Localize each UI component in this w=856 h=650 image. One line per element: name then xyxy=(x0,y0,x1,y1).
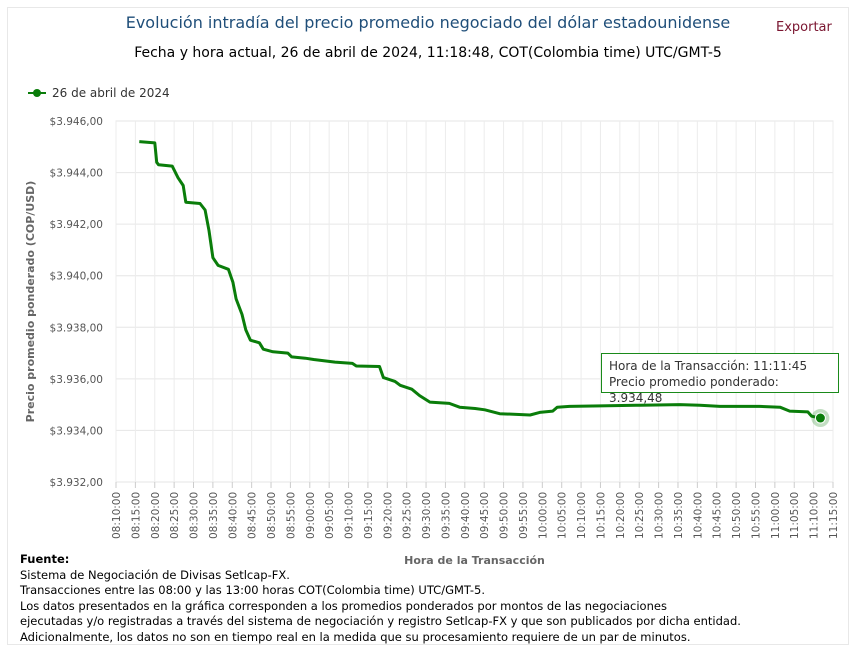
legend-item[interactable]: 26 de abril de 2024 xyxy=(28,86,170,100)
x-tick-label: 10:10:00 xyxy=(576,492,588,539)
chart-subtitle: Fecha y hora actual, 26 de abril de 2024… xyxy=(134,45,722,61)
x-tick-label: 10:45:00 xyxy=(712,492,724,539)
y-tick-label: $3.932,00 xyxy=(50,477,103,489)
y-tick-label: $3.934,00 xyxy=(50,425,103,437)
x-tick-label: 11:00:00 xyxy=(770,492,782,539)
x-tick-label: 09:25:00 xyxy=(402,492,414,539)
x-tick-label: 08:15:00 xyxy=(130,492,142,539)
x-tick-label: 09:50:00 xyxy=(499,492,511,539)
y-tick-label: $3.942,00 xyxy=(50,219,103,231)
footer-line: Transacciones entre las 08:00 y las 13:0… xyxy=(20,583,485,597)
x-tick-label: 09:20:00 xyxy=(382,492,394,539)
export-button[interactable]: Exportar xyxy=(776,20,832,35)
x-tick-label: 08:25:00 xyxy=(169,492,181,539)
x-tick-label: 08:45:00 xyxy=(247,492,259,539)
y-tick-label: $3.936,00 xyxy=(50,374,103,386)
plot-area xyxy=(115,120,834,483)
x-tick-label: 08:55:00 xyxy=(285,492,297,539)
tooltip-time: Hora de la Transacción: 11:11:45 xyxy=(609,359,808,373)
chart-title: Evolución intradía del precio promedio n… xyxy=(125,13,731,32)
footer-line: Adicionalmente, los datos no son en tiem… xyxy=(20,629,691,644)
x-tick-label: 09:35:00 xyxy=(440,492,452,539)
x-tick-label: 09:00:00 xyxy=(305,492,317,539)
x-tick-label: 10:35:00 xyxy=(673,492,685,539)
x-tick-label: 10:25:00 xyxy=(634,492,646,539)
series-line xyxy=(139,140,821,420)
footer-line: Los datos presentados en la gráfica corr… xyxy=(20,598,667,613)
data-point-marker xyxy=(814,412,826,424)
x-tick-label: 10:00:00 xyxy=(537,492,549,539)
x-tick-label: 10:05:00 xyxy=(557,492,569,539)
footer-line: ejecutadas y/o registradas a través del … xyxy=(20,614,741,628)
x-tick-label: 08:20:00 xyxy=(150,492,162,539)
x-tick-label: 08:10:00 xyxy=(111,492,123,539)
tooltip-price: Precio promedio ponderado: 3.934,48 xyxy=(609,375,779,405)
y-tick-label: $3.938,00 xyxy=(50,322,103,334)
y-tick-label: $3.940,00 xyxy=(50,271,103,283)
chart-frame xyxy=(7,7,849,645)
x-tick-label: 09:55:00 xyxy=(518,492,530,539)
footer-heading: Fuente: xyxy=(20,552,70,566)
y-tick-label: $3.944,00 xyxy=(50,168,103,180)
x-tick-label: 10:55:00 xyxy=(750,492,762,539)
x-tick-label: 11:05:00 xyxy=(789,492,801,539)
footer-line: Sistema de Negociación de Divisas Setlca… xyxy=(20,567,290,582)
x-tick-label: 08:35:00 xyxy=(208,492,220,539)
footer-source: Fuente: Sistema de Negociación de Divisa… xyxy=(20,552,741,645)
x-tick-label: 08:50:00 xyxy=(266,492,278,539)
y-axis-title: Precio promedio ponderado (COP/USD) xyxy=(24,181,37,423)
x-tick-label: 08:40:00 xyxy=(227,492,239,539)
x-tick-label: 10:40:00 xyxy=(692,492,704,539)
legend-marker-icon xyxy=(28,89,46,97)
x-tick-label: 10:30:00 xyxy=(654,492,666,539)
x-tick-label: 09:45:00 xyxy=(479,492,491,539)
x-tick-label: 09:10:00 xyxy=(344,492,356,539)
x-tick-label: 09:40:00 xyxy=(460,492,472,539)
x-tick-label: 09:05:00 xyxy=(324,492,336,539)
x-tick-label: 09:30:00 xyxy=(421,492,433,539)
tooltip: Hora de la Transacción: 11:11:45 Precio … xyxy=(601,353,839,405)
x-tick-label: 08:30:00 xyxy=(189,492,201,539)
x-tick-label: 10:20:00 xyxy=(615,492,627,539)
x-axis-title: Hora de la Transacción xyxy=(404,554,545,567)
x-tick-label: 10:15:00 xyxy=(595,492,607,539)
x-tick-label: 11:15:00 xyxy=(828,492,840,539)
x-tick-label: 11:10:00 xyxy=(809,492,821,539)
x-tick-label: 09:15:00 xyxy=(363,492,375,539)
legend-label: 26 de abril de 2024 xyxy=(52,86,170,100)
y-tick-label: $3.946,00 xyxy=(50,116,103,128)
x-tick-label: 10:50:00 xyxy=(731,492,743,539)
